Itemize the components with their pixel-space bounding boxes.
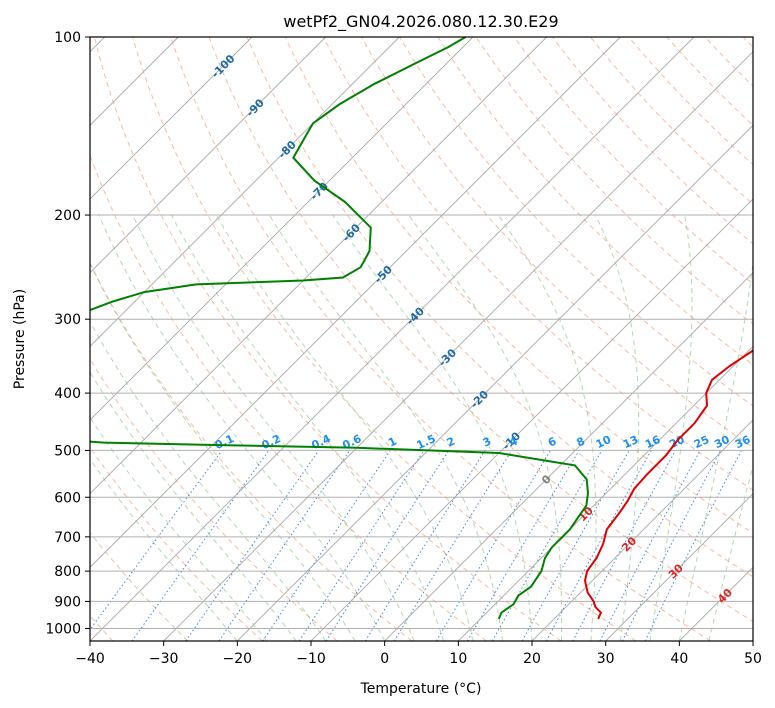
moist-adiabat	[90, 416, 268, 641]
isotherm-line	[90, 37, 474, 421]
moist-adiabat	[215, 214, 474, 641]
y-tick-label: 600	[54, 490, 81, 506]
moist-adiabat	[90, 458, 238, 641]
moist-adiabat	[408, 214, 563, 641]
mixing-ratio-line	[572, 450, 676, 641]
x-tick-label: −40	[75, 651, 105, 667]
dry-adiabat	[94, 37, 562, 641]
moist-adiabats	[90, 214, 753, 641]
mixing-ratio-label: 16	[643, 433, 663, 451]
moist-adiabat	[649, 214, 693, 641]
y-tick-label: 1000	[45, 621, 81, 637]
dry-adiabat	[90, 446, 263, 641]
isotherm-line	[605, 493, 753, 641]
x-tick-label: 10	[449, 651, 467, 667]
mixing-ratio-line	[298, 450, 425, 641]
isotherm-line	[163, 51, 753, 641]
x-tick-label: 30	[597, 651, 615, 667]
dry-adiabat	[208, 37, 753, 623]
y-tick-label: 200	[54, 208, 81, 224]
dewpoint-profile-line	[90, 37, 590, 620]
dry-adiabat	[513, 37, 753, 285]
isotherm-line	[237, 124, 753, 641]
y-tick-label: 800	[54, 564, 81, 580]
x-tick-label: 0	[380, 651, 389, 667]
x-tick-label: 50	[744, 651, 762, 667]
moist-adiabat	[90, 371, 297, 641]
mixing-ratio-line	[621, 450, 722, 641]
isotherm-line	[90, 37, 621, 568]
chart-title: wetPf2_GN04.2026.080.12.30.E29	[283, 12, 558, 32]
mixing-ratio-line	[393, 450, 513, 641]
x-tick-label: −20	[223, 651, 253, 667]
mixing-ratio-line	[218, 450, 351, 641]
isotherms	[90, 37, 753, 641]
isotherm-line	[384, 272, 753, 641]
mixing-ratio-label: 36	[733, 433, 753, 451]
plot-area: -100-90-80-70-60-50-40-30-20-10010203040…	[90, 37, 753, 641]
dry-adiabat	[399, 37, 753, 407]
y-tick-label: 900	[54, 594, 81, 610]
y-tick-label: 400	[54, 386, 81, 402]
moist-adiabat	[90, 320, 327, 641]
x-tick-label: −10	[296, 651, 326, 667]
mixing-ratio-label: 10	[594, 433, 614, 451]
x-tick-label: −30	[149, 651, 179, 667]
y-tick-label: 500	[54, 443, 81, 459]
isotherm-line	[90, 37, 547, 495]
moist-adiabat	[594, 214, 640, 641]
mixing-ratio-line	[644, 450, 742, 641]
mixing-ratio-line	[545, 450, 652, 641]
mixing-ratio-line	[325, 450, 450, 641]
isotherm-line	[531, 419, 753, 641]
moist-adiabat	[171, 214, 445, 641]
y-tick-label: 100	[54, 30, 81, 46]
x-tick-label: 20	[523, 651, 541, 667]
dry-adiabat	[284, 37, 753, 534]
mixing-ratio-line	[185, 450, 320, 641]
isotherm-line	[90, 37, 695, 641]
profile-series	[90, 37, 753, 620]
y-tick-label: 300	[54, 312, 81, 328]
moist-adiabat	[90, 262, 356, 641]
y-tick-label: 700	[54, 530, 81, 546]
moist-adiabat	[132, 214, 415, 641]
dry-adiabat	[90, 357, 338, 641]
mixing-ratio-line	[90, 450, 223, 631]
moist-adiabat	[678, 258, 753, 641]
x-axis-label: Temperature (°C)	[360, 681, 482, 697]
mixing-ratio-label: 30	[712, 433, 732, 451]
mixing-ratio-label: 25	[692, 433, 711, 451]
isotherm-line	[90, 37, 253, 200]
dry-adiabat	[437, 37, 753, 366]
mixing-ratio-line	[262, 450, 391, 641]
dry-adiabat	[90, 531, 189, 641]
moist-adiabat	[332, 214, 533, 641]
x-axis-ticks: −40 −30 −20 −10 0 10 20 30 40 50	[75, 641, 762, 667]
x-tick-label: 40	[670, 651, 688, 667]
y-axis-ticks: 1000 900 800 700 600 500 400 300 200 100	[45, 30, 90, 637]
pressure-gridlines	[90, 37, 753, 629]
dry-adiabat	[246, 37, 753, 578]
isotherm-line	[90, 37, 326, 274]
moist-adiabat	[708, 464, 753, 641]
plot-frame	[89, 36, 754, 642]
mixing-ratio-line	[521, 450, 630, 641]
y-axis-label: Pressure (hPa)	[12, 289, 28, 389]
dry-adiabat	[90, 154, 487, 641]
isotherm-line	[90, 37, 400, 347]
mixing-ratio-label: 13	[621, 433, 640, 451]
temperature-profile-line	[583, 349, 753, 620]
isotherm-line	[310, 198, 753, 641]
moist-adiabat	[268, 214, 503, 641]
